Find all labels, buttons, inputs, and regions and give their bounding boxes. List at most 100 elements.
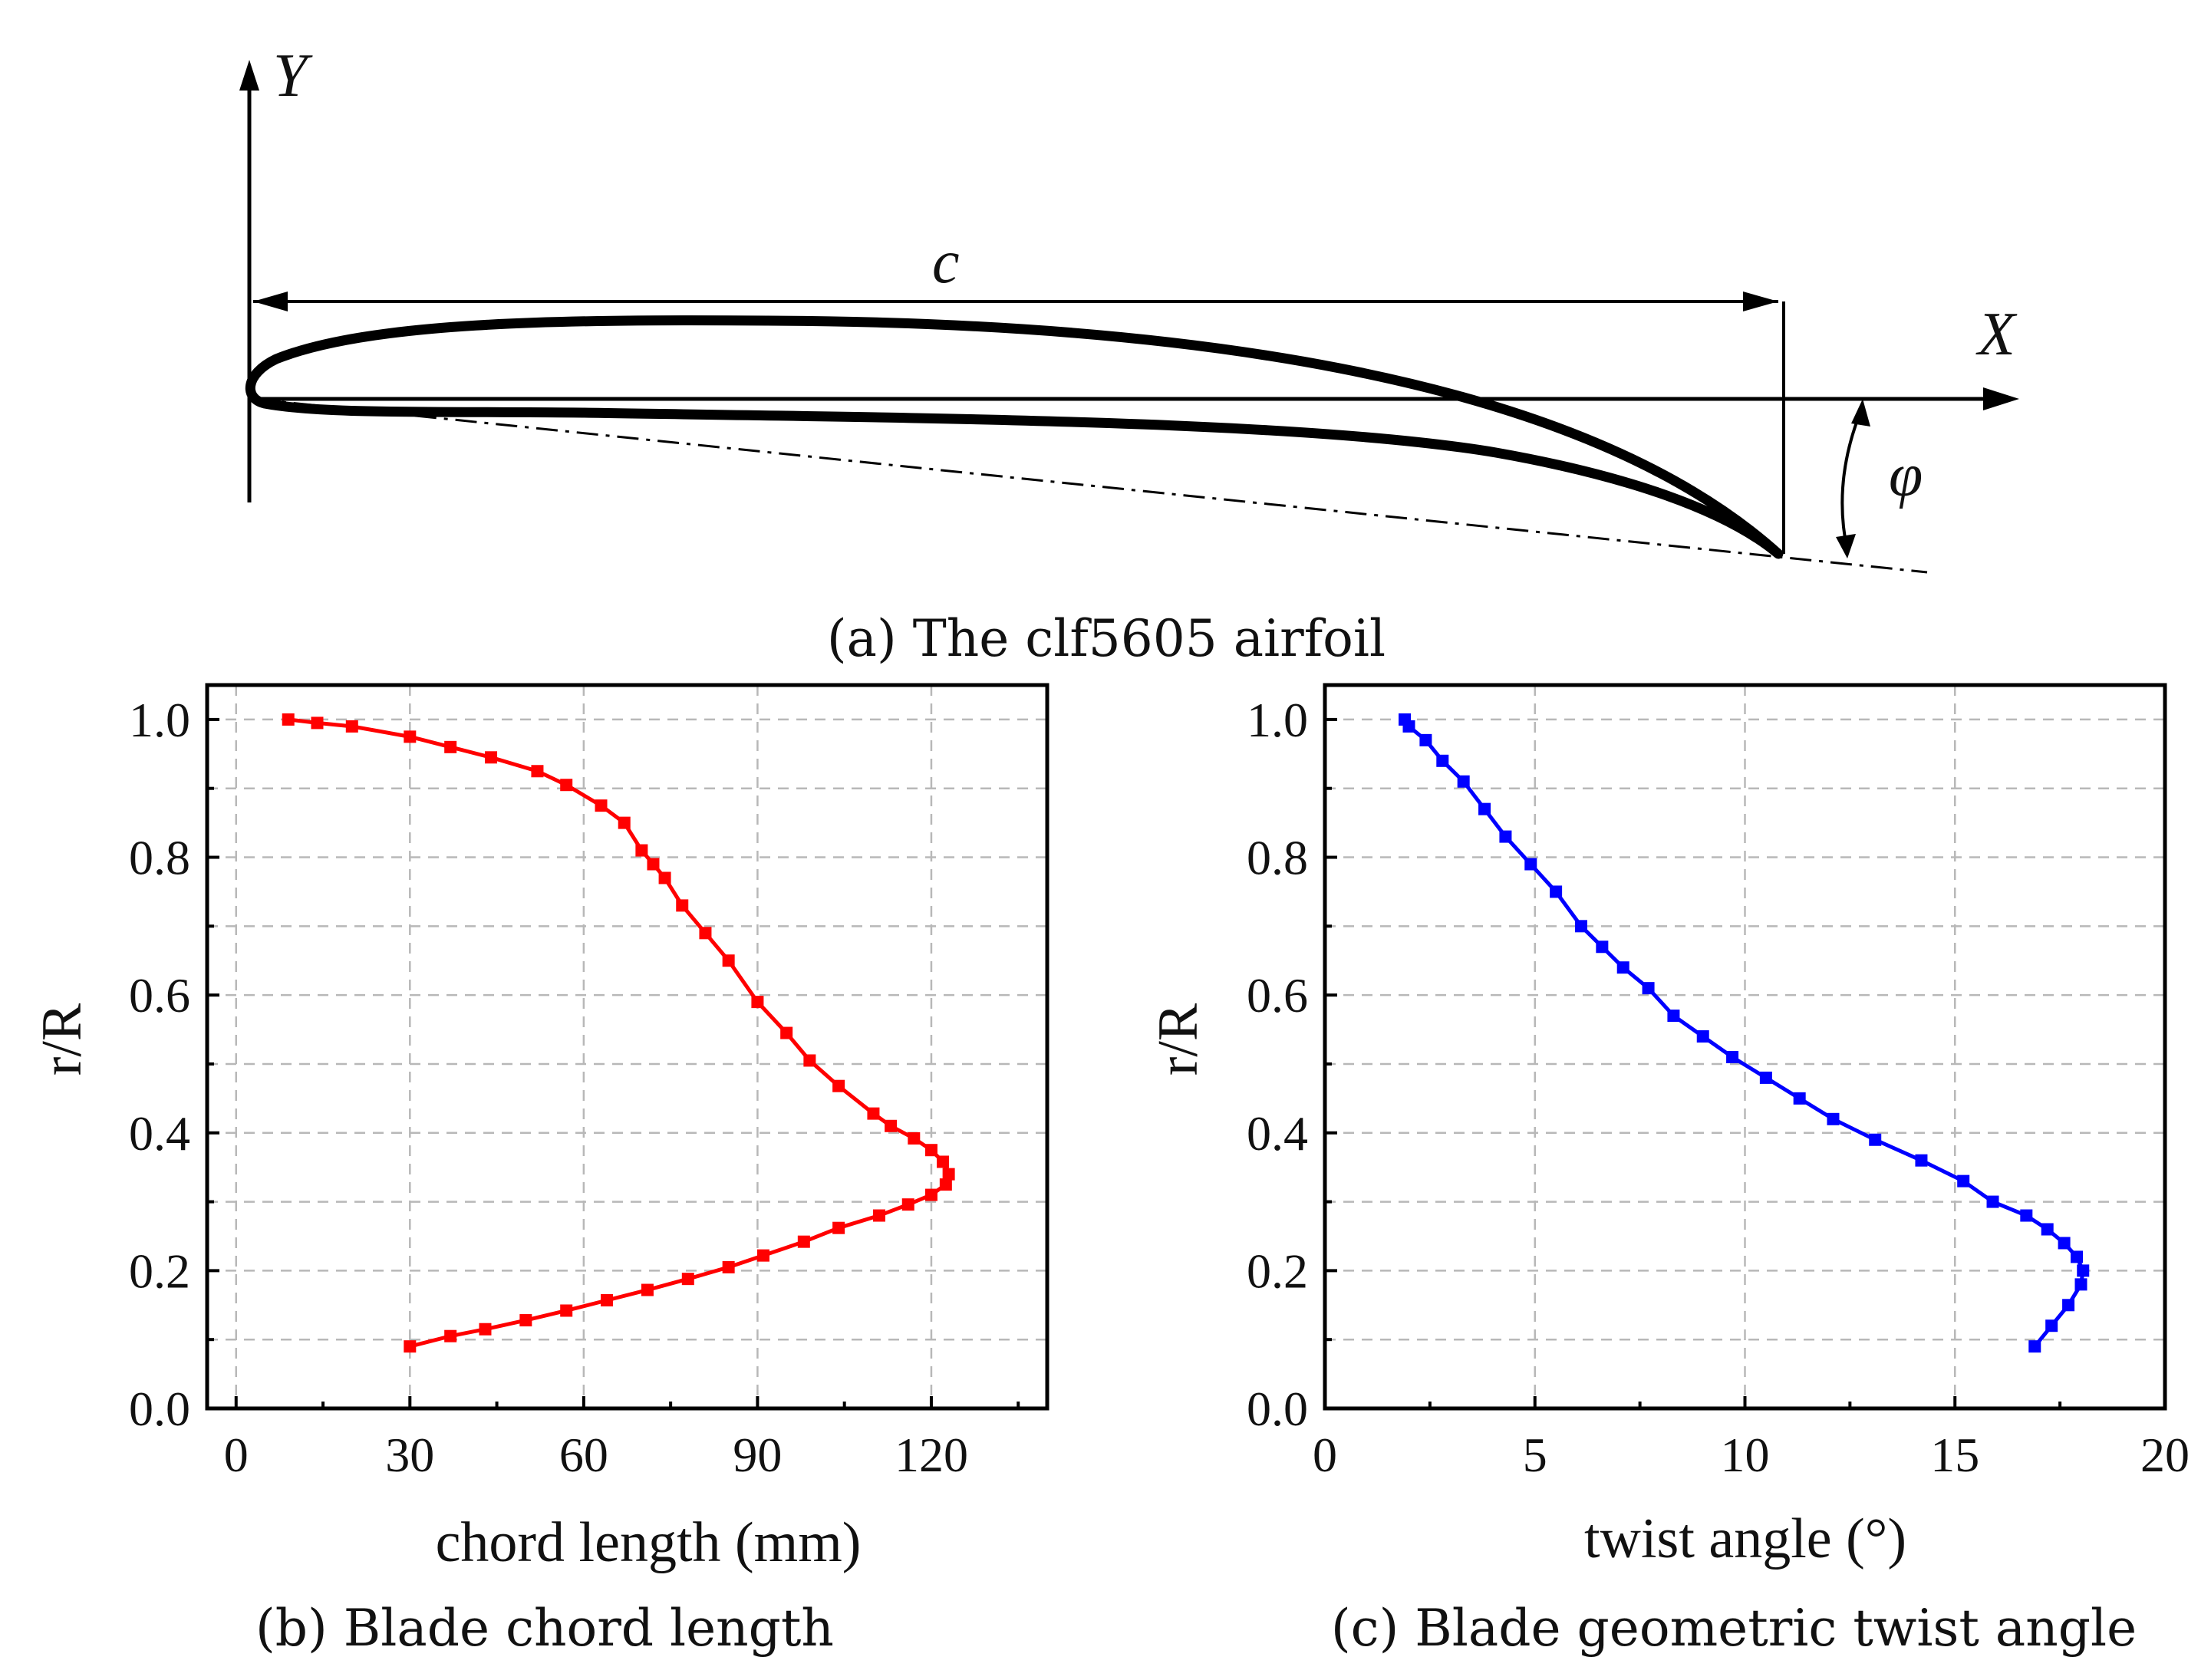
twist-data-point (1915, 1154, 1928, 1167)
chord-chart-frame (205, 683, 1049, 1411)
chord-data-point (803, 1054, 816, 1067)
twist-data-point (2074, 1278, 2087, 1291)
chord-data-point (832, 1221, 845, 1234)
twist-data-point (1827, 1112, 1840, 1125)
twist-data-point (2041, 1223, 2054, 1236)
chord-data-point (595, 799, 608, 812)
chord-data-point (311, 716, 324, 730)
twist-data-point (1986, 1195, 1999, 1208)
chord-data-point (873, 1209, 885, 1222)
chord-y-tick-label: 0.2 (129, 1244, 190, 1298)
twist-x-axis-label: twist angle (°) (1584, 1507, 1906, 1570)
chord-x-tick-label: 30 (385, 1428, 434, 1482)
twist-data-point (1499, 830, 1512, 843)
chord-y-tick-label: 1.0 (129, 693, 190, 747)
chord-data-point (531, 765, 544, 778)
twist-data-point (1759, 1071, 1772, 1084)
twist-y-tick-label: 0.4 (1247, 1106, 1308, 1161)
chord-data-point (908, 1132, 921, 1145)
chord-arrow-left (253, 292, 288, 311)
chord-y-tick-label: 0.4 (129, 1106, 190, 1161)
twist-data-point (2062, 1299, 2075, 1312)
twist-data-point (2028, 1340, 2041, 1353)
chord-data-point (699, 927, 712, 940)
twist-data-point (2058, 1237, 2071, 1250)
twist-y-tick-label: 0.0 (1247, 1382, 1308, 1436)
twist-data-point (2071, 1250, 2084, 1263)
airfoil-y-label: Y (273, 42, 313, 110)
twist-data-point (1642, 982, 1655, 995)
chord-data-point (867, 1107, 880, 1120)
chord-data-point (560, 779, 573, 792)
twist-data-point (1596, 940, 1609, 954)
chord-x-tick-label: 120 (895, 1428, 968, 1482)
chord-data-point (722, 954, 735, 967)
twist-angle-chart: 0 5 10 15 20 0.0 0.2 0.4 0.6 0.8 1.0 twist angle (… (1147, 683, 2190, 1658)
chord-data-point (681, 1273, 694, 1286)
twist-y-tick-label: 0.2 (1247, 1244, 1308, 1298)
airfoil-y-arrowhead (239, 60, 259, 91)
twist-data-point (1524, 858, 1537, 871)
chord-x-tick-label: 60 (559, 1428, 608, 1482)
airfoil-shape (245, 315, 1784, 559)
twist-data-point (1667, 1010, 1680, 1023)
twist-data-point (2020, 1209, 2033, 1222)
twist-x-tick-label: 5 (1523, 1428, 1547, 1482)
chord-y-tick-label: 0.6 (129, 968, 190, 1023)
twist-data-point (2045, 1319, 2058, 1332)
chord-length-chart: 0 30 60 90 120 0.0 0.2 0.4 0.6 0.8 1.0 chord lengt… (31, 683, 1049, 1658)
twist-x-tick-label: 10 (1721, 1428, 1770, 1482)
chord-data-point (618, 816, 631, 829)
chord-chart-caption: (b) Blade chord length (255, 1599, 834, 1658)
chord-y-axis-label: r/R (31, 1003, 94, 1076)
airfoil-panel: Y X c φ (a) The clf5605 airfoil (239, 42, 2019, 668)
twist-data-point (2077, 1264, 2090, 1277)
twist-y-tick-label: 0.6 (1247, 968, 1308, 1023)
chord-data-point (519, 1314, 532, 1327)
chord-x-axis-label: chord length (mm) (436, 1511, 862, 1574)
twist-y-tick-label: 0.8 (1247, 831, 1308, 885)
chord-data-point (832, 1079, 845, 1092)
twist-data-point (1869, 1133, 1882, 1146)
chord-data-point (658, 871, 671, 884)
chord-y-tick-label: 0.0 (129, 1382, 190, 1436)
twist-data-point (1436, 754, 1449, 767)
chord-data-point (924, 1188, 937, 1201)
twist-data-point (1419, 733, 1432, 746)
twist-y-tick-label: 1.0 (1247, 693, 1308, 747)
twist-x-tick-label: 20 (2140, 1428, 2190, 1482)
chord-series-line (288, 717, 951, 1349)
twist-data-point (1793, 1092, 1806, 1105)
airfoil-caption: (a) The clf5605 airfoil (827, 609, 1386, 668)
chord-data-point (444, 740, 457, 753)
twist-angle-label: φ (1889, 442, 1923, 509)
twist-y-axis-label: r/R (1147, 1003, 1210, 1076)
chord-data-point (345, 720, 358, 733)
twist-data-point (1696, 1030, 1709, 1043)
chord-data-point (485, 751, 498, 764)
chord-data-point (780, 1026, 793, 1039)
chord-data-point (797, 1235, 810, 1248)
twist-data-point (1399, 713, 1412, 726)
twist-x-tick-label: 15 (1930, 1428, 1979, 1482)
chord-data-point (444, 1329, 457, 1342)
chord-data-point (641, 1283, 654, 1296)
chord-data-point (282, 713, 295, 726)
twist-data-point (1616, 961, 1629, 974)
chord-data-point (901, 1198, 914, 1211)
twist-data-point (1574, 920, 1587, 933)
twist-arc-arrow-bottom (1836, 534, 1856, 558)
twist-data-point (1550, 885, 1563, 898)
twist-data-point (1726, 1050, 1739, 1063)
chord-data-point (601, 1293, 614, 1306)
chord-data-point (560, 1304, 573, 1317)
twist-series-line (1402, 718, 2085, 1348)
chord-data-point (924, 1144, 937, 1157)
chord-data-point (479, 1323, 492, 1336)
chord-data-point (722, 1260, 735, 1273)
chord-data-point (939, 1178, 952, 1191)
chord-data-point (885, 1119, 898, 1132)
chord-data-point (647, 858, 660, 871)
chord-data-point (942, 1168, 955, 1181)
